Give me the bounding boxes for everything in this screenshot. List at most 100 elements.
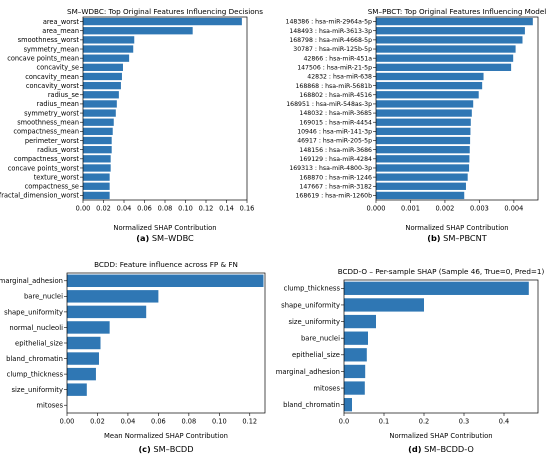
y-tick-label: epithelial_size [292,351,340,359]
x-tick-label: 0.12 [242,418,257,426]
bar-smoothness-worst [83,36,135,44]
y-tick-label: 169129 : hsa-miR-4284 [299,156,372,163]
y-tick-label: radius_mean [37,100,79,108]
y-tick-label: fractal_dimension_worst [0,192,79,200]
x-tick-label: 0.1 [379,418,390,426]
bar-168802-hsa-mir-4516 [376,91,479,99]
y-tick-label: smoothness_mean [17,119,79,127]
bar-clump-thickness [344,281,529,295]
x-tick-label: 0.3 [459,418,470,426]
plot-frame [82,16,248,201]
bar-147667-hsa-mir-3182 [376,182,466,190]
y-tick-label: shape_uniformity [4,308,63,316]
x-tick-label: 0.02 [90,418,105,426]
y-tick-label: 169015 : hsa-miR-4454 [299,119,372,126]
caption-text: SM–PBCNT [441,233,488,243]
y-tick-label: marginal_adhesion [276,368,340,376]
bar-compactness-se [83,182,110,190]
bar-symmetry-worst [83,109,116,117]
bar-169313-hsa-mir-4800-3p [376,164,470,172]
y-tick-label: 148386 : hsa-miR-2964a-5p [286,19,373,26]
y-tick-label: mitoses [36,402,63,410]
y-tick-label: 42866 : hsa-miR-451a [303,55,372,62]
y-tick-label: marginal_adhesion [0,277,63,285]
subfigure-caption: (d) SM–BCDD-O [408,444,474,454]
x-axis-label: Normalized SHAP Contribution [405,224,508,232]
bar-concavity-se [83,63,123,71]
y-tick-label: size_uniformity [288,318,340,326]
bar-shape-uniformity [67,305,147,319]
bar-bare-nuclei [67,290,159,303]
x-axis-label: Normalized SHAP Contribution [389,432,492,440]
y-tick-label: compactness_se [25,183,79,191]
bar-bare-nuclei [344,331,368,345]
y-tick-label: concave points_mean [7,54,79,62]
bar-symmetry-mean [83,45,134,53]
bar-bland-chromatin [67,352,99,365]
y-tick-label: 168951 : hsa-miR-548as-3p [286,101,372,108]
bar-148032-hsa-mir-3685 [376,109,472,117]
y-tick-label: 30787 : hsa-miR-125b-5p [293,46,372,53]
bar-148493-hsa-mir-3613-3p [376,27,525,35]
plot-frame [343,279,539,414]
y-tick-label: radius_worst [37,146,79,154]
bar-perimeter-worst [83,136,112,145]
x-tick-label: 0.04 [121,418,136,426]
bar-area-mean [83,27,193,35]
y-tick-label: 147667 : hsa-miR-3182 [299,183,372,190]
bar-42866-hsa-mir-451a [376,54,514,62]
caption-prefix: (c) [138,444,151,454]
y-tick-label: concavity_mean [25,73,79,81]
subfigure-caption: (a) SM–WDBC [136,233,194,243]
y-tick-label: epithelial_size [15,339,63,347]
bar-compactness-worst [83,155,111,163]
bar-42832-hsa-mir-638 [376,72,484,81]
y-tick-label: compactness_worst [14,155,79,163]
y-tick-label: 148493 : hsa-miR-3613-3p [289,28,372,35]
x-tick-label: 0.00 [60,418,75,426]
x-tick-label: 0.0 [339,418,350,426]
bar-46917-hsa-mir-205-5p [376,136,471,145]
bar-compactness-mean [83,127,113,136]
bar-concave-points-mean [83,54,130,62]
bar-147506-hsa-mir-21-5p [376,63,512,71]
x-tick-label: 0.12 [199,205,214,213]
x-tick-label: 0.10 [178,205,193,213]
x-tick-label: 0.003 [470,205,489,213]
x-tick-label: 0.06 [137,205,152,213]
y-tick-label: 168870 : hsa-miR-1246 [299,174,372,181]
x-tick-label: 0.2 [419,418,430,426]
y-tick-label: shape_uniformity [281,301,340,309]
y-tick-label: bland_chromatin [6,355,63,363]
bar-texture-worst [83,173,110,181]
bar-169129-hsa-mir-4284 [376,155,470,163]
y-tick-label: 148156 : hsa-miR-3686 [299,147,372,154]
bar-normal-nucleoli [67,321,110,334]
x-axis-label: Normalized SHAP Contribution [113,224,216,232]
chart-title: SM–PBCT: Top Original Features Influenci… [368,7,547,16]
y-tick-label: 147506 : hsa-miR-21-5p [297,64,372,71]
bar-168619-hsa-mir-1260b [376,191,465,200]
y-tick-label: area_mean [42,27,79,35]
y-tick-label: area_worst [43,18,80,26]
y-tick-label: compactness_mean [13,128,79,136]
x-tick-label: 0.14 [219,205,234,213]
y-tick-label: symmetry_mean [24,45,79,53]
bar-concave-points-worst [83,164,111,172]
y-tick-label: 148032 : hsa-miR-3685 [299,110,372,117]
bar-marginal-adhesion [67,274,264,287]
bar-epithelial-size [67,336,101,350]
chart-title: BCDD: Feature influence across FP & FN [94,260,238,269]
y-tick-label: 168619 : hsa-miR-1260b [295,193,372,200]
bar-size-uniformity [67,383,87,396]
y-tick-label: bare_nuclei [24,293,63,301]
subfigure-caption: (b) SM–PBCNT [427,233,488,243]
y-tick-label: normal_nucleoli [9,324,63,332]
y-tick-label: clump_thickness [284,285,341,293]
caption-prefix: (a) [136,233,149,243]
x-tick-label: 0.16 [240,205,255,213]
x-tick-label: 0.001 [401,205,420,213]
x-tick-label: 0.06 [151,418,166,426]
caption-text: SM–BCDD [151,444,194,454]
